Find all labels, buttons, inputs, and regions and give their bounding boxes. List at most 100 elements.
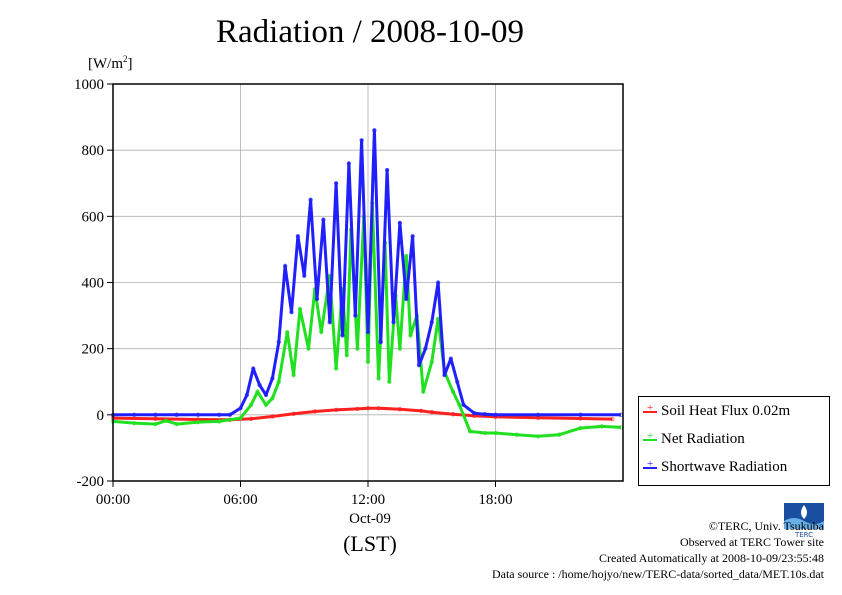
- data-point: [355, 406, 360, 412]
- data-point: [416, 363, 422, 368]
- legend-label: Net Radiation: [661, 431, 745, 447]
- data-point: [248, 402, 254, 408]
- data-point: [257, 382, 262, 388]
- legend-swatch-red: [643, 402, 657, 414]
- y-tick-label: 800: [82, 143, 105, 159]
- data-point: [302, 273, 307, 279]
- data-point: [472, 411, 477, 416]
- data-point: [467, 429, 473, 434]
- data-point: [429, 320, 434, 325]
- x-tick-label: 12:00: [351, 492, 385, 508]
- data-point: [391, 320, 396, 325]
- data-point: [270, 414, 275, 419]
- y-tick-label: -200: [77, 474, 105, 490]
- y-tick-label: 1000: [74, 77, 104, 93]
- data-point: [514, 432, 519, 437]
- logo-text: TERC: [794, 531, 813, 539]
- data-point: [397, 220, 403, 226]
- legend-item-net-radiation: Net Radiation: [643, 430, 745, 448]
- y-axis: -200 0 200 400 600 800 1000: [74, 77, 113, 490]
- data-point: [314, 296, 320, 302]
- x-axis-date-label: Oct-09: [349, 511, 391, 527]
- data-point: [312, 409, 318, 414]
- data-point: [372, 128, 377, 133]
- data-point: [285, 329, 290, 335]
- data-point: [333, 181, 339, 186]
- data-point: [578, 412, 583, 417]
- data-point: [263, 392, 269, 398]
- legend-label: Shortwave Radiation: [661, 459, 788, 475]
- data-point: [174, 412, 179, 417]
- data-point: [418, 408, 424, 414]
- data-point: [227, 412, 233, 417]
- series-2: [110, 128, 624, 417]
- data-point: [263, 402, 269, 408]
- legend-swatch-green: [643, 430, 657, 442]
- data-point: [163, 418, 169, 423]
- data-point: [455, 379, 460, 384]
- data-point: [248, 416, 254, 421]
- data-point: [557, 432, 562, 437]
- data-point: [535, 434, 541, 439]
- y-tick-label: 600: [82, 209, 105, 225]
- data-point: [421, 389, 426, 394]
- data-point: [535, 412, 541, 417]
- data-point: [153, 416, 158, 421]
- x-tick-label: 18:00: [478, 492, 512, 508]
- data-point: [353, 313, 358, 318]
- legend: Soil Heat Flux 0.02m Net Radiation Short…: [638, 396, 830, 486]
- data-point: [132, 412, 137, 417]
- data-point: [423, 346, 428, 351]
- data-point: [251, 366, 256, 371]
- data-point: [340, 333, 345, 338]
- data-point: [321, 217, 326, 222]
- footer-created: Created Automatically at 2008-10-09/23:5…: [599, 551, 824, 565]
- data-point: [378, 339, 383, 345]
- data-point: [404, 296, 409, 302]
- data-point: [270, 396, 275, 401]
- data-point: [578, 425, 583, 431]
- data-point: [238, 415, 243, 421]
- data-point: [195, 412, 201, 417]
- data-point: [442, 372, 447, 378]
- data-point: [435, 280, 441, 285]
- data-point: [295, 234, 301, 239]
- data-point: [448, 356, 454, 361]
- data-point: [408, 333, 413, 338]
- data-point: [153, 421, 158, 427]
- data-point: [457, 402, 462, 408]
- data-point: [297, 306, 303, 312]
- data-point: [493, 430, 498, 436]
- data-point: [174, 421, 179, 427]
- y-axis-unit-label: [W/m2]: [88, 54, 133, 72]
- legend-item-shortwave-radiation: Shortwave Radiation: [643, 458, 788, 476]
- data-point: [397, 346, 403, 351]
- data-point: [365, 359, 371, 365]
- data-point: [384, 167, 390, 173]
- data-point: [482, 412, 488, 417]
- legend-swatch-blue: [643, 458, 657, 470]
- data-point: [387, 379, 392, 384]
- data-point: [397, 407, 403, 412]
- data-point: [346, 161, 352, 166]
- data-point: [289, 310, 294, 315]
- data-point: [376, 376, 381, 381]
- chart-title: Radiation / 2008-10-09: [216, 14, 524, 50]
- data-point: [365, 329, 371, 335]
- data-point: [153, 412, 158, 417]
- data-point: [376, 406, 381, 411]
- x-tick-label: 00:00: [96, 492, 130, 508]
- data-point: [355, 346, 360, 351]
- series-layer: [110, 128, 624, 439]
- data-point: [429, 359, 434, 365]
- y-tick-label: 200: [82, 342, 105, 358]
- data-point: [344, 353, 349, 358]
- data-point: [461, 402, 466, 408]
- data-point: [333, 366, 339, 371]
- data-point: [276, 339, 281, 345]
- y-tick-label: 400: [82, 276, 105, 292]
- data-point: [291, 411, 296, 416]
- data-point: [333, 407, 339, 413]
- data-point: [291, 372, 296, 378]
